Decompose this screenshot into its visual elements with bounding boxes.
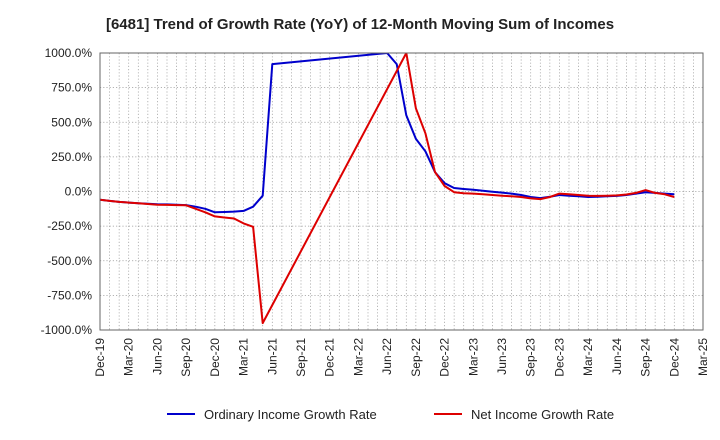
x-tick-label: Jun-24 xyxy=(610,338,624,375)
legend-label-net: Net Income Growth Rate xyxy=(471,407,614,422)
x-tick-label: Sep-21 xyxy=(294,338,308,377)
series-line-net-income xyxy=(100,53,675,325)
x-tick-label: Mar-22 xyxy=(351,338,365,376)
x-tick-label: Dec-22 xyxy=(438,338,452,377)
x-tick-label: Dec-20 xyxy=(208,338,222,377)
y-tick-label: 1000.0% xyxy=(45,46,93,60)
grid-lines xyxy=(100,53,703,330)
y-axis-ticks: 1000.0% 750.0% 500.0% 250.0% 0.0% -250.0% -500… xyxy=(41,46,93,337)
x-tick-label: Dec-23 xyxy=(552,338,566,377)
x-tick-label: Dec-24 xyxy=(667,338,681,377)
y-tick-label: -500.0% xyxy=(47,254,92,268)
x-tick-label: Jun-20 xyxy=(150,338,164,375)
plot-frame xyxy=(99,52,704,331)
y-tick-label: -750.0% xyxy=(47,288,92,302)
x-tick-label: Jun-21 xyxy=(265,338,279,375)
chart-title: [6481] Trend of Growth Rate (YoY) of 12-… xyxy=(106,16,614,33)
x-tick-label: Mar-20 xyxy=(122,338,136,376)
x-tick-label: Jun-23 xyxy=(495,338,509,375)
x-tick-label: Sep-20 xyxy=(179,338,193,377)
x-tick-label: Jun-22 xyxy=(380,338,394,375)
x-tick-label: Mar-23 xyxy=(466,338,480,376)
x-tick-label: Sep-22 xyxy=(409,338,423,377)
y-tick-label: -1000.0% xyxy=(41,323,93,337)
x-tick-label: Mar-25 xyxy=(696,338,710,376)
x-axis-ticks: Dec-19 Mar-20 Jun-20 Sep-20 Dec-20 Mar-21 Jun-… xyxy=(93,338,710,377)
y-tick-label: 750.0% xyxy=(51,81,92,95)
x-tick-label: Dec-21 xyxy=(323,338,337,377)
x-tick-label: Mar-24 xyxy=(581,338,595,376)
series-layer xyxy=(100,53,675,325)
x-tick-label: Dec-19 xyxy=(93,338,107,377)
y-tick-label: 500.0% xyxy=(51,115,92,129)
x-tick-label: Mar-21 xyxy=(237,338,251,376)
legend-label-ordinary: Ordinary Income Growth Rate xyxy=(204,407,377,422)
x-tick-label: Sep-24 xyxy=(639,338,653,377)
legend: Ordinary Income Growth Rate Net Income G… xyxy=(167,407,614,422)
y-tick-label: 250.0% xyxy=(51,150,92,164)
x-tick-label: Sep-23 xyxy=(524,338,538,377)
y-tick-label: 0.0% xyxy=(65,185,93,199)
y-tick-label: -250.0% xyxy=(47,219,92,233)
